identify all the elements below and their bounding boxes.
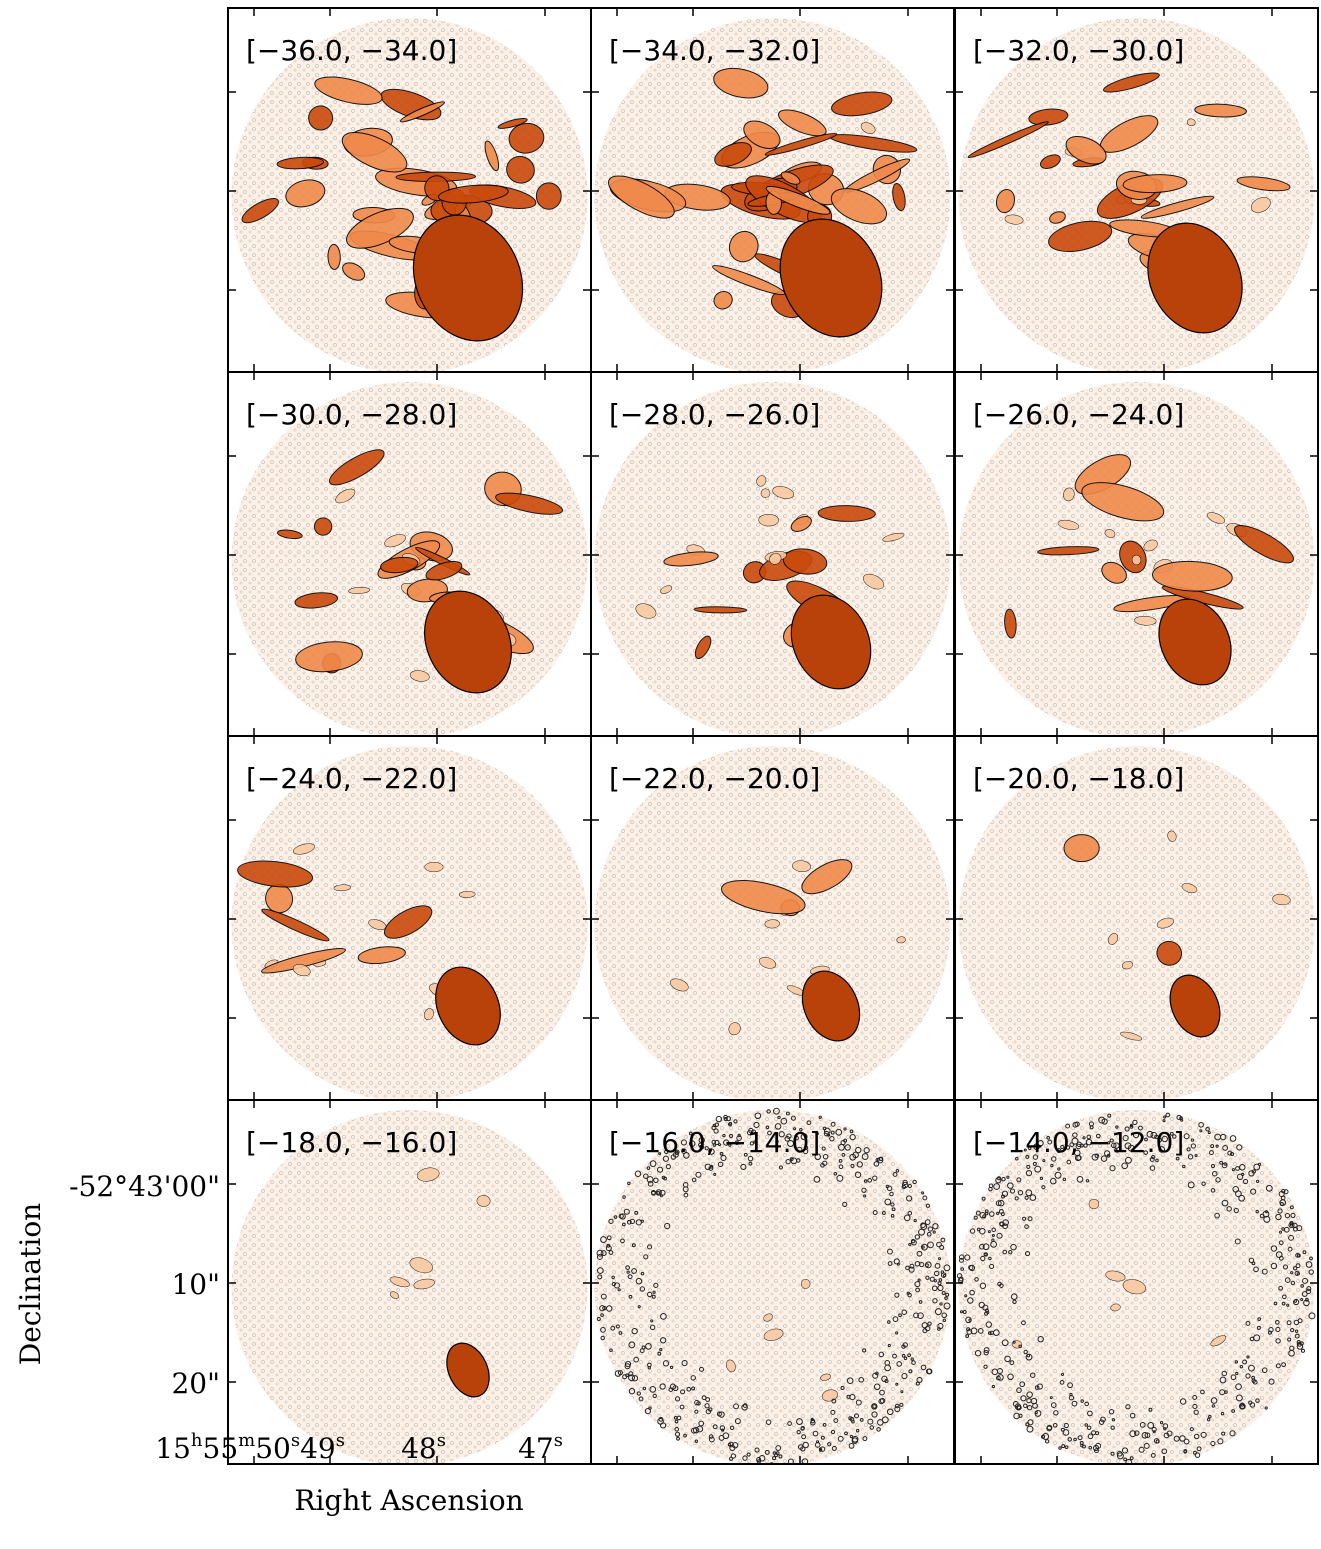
x-tick-label-part: 55 bbox=[203, 1432, 239, 1465]
y-tick-label: 10" bbox=[171, 1268, 220, 1301]
panel-label: [−28.0, −26.0] bbox=[609, 398, 820, 431]
panel-label: [−16.0, −14.0] bbox=[609, 1126, 820, 1159]
map-footprint bbox=[232, 18, 588, 374]
panel-label: [−20.0, −18.0] bbox=[973, 762, 1184, 795]
emission bbox=[761, 489, 770, 498]
panel bbox=[595, 18, 951, 374]
x-tick-label-part: m bbox=[238, 1430, 255, 1451]
panel bbox=[595, 1108, 951, 1468]
panel bbox=[959, 18, 1315, 374]
map-footprint bbox=[959, 746, 1315, 1102]
panel-label: [−34.0, −32.0] bbox=[609, 34, 820, 67]
emission bbox=[896, 936, 905, 943]
panel-label: [−30.0, −28.0] bbox=[246, 398, 457, 431]
emission bbox=[694, 606, 747, 613]
x-tick-label-part: 47 bbox=[518, 1432, 554, 1465]
panel-label: [−32.0, −30.0] bbox=[973, 34, 1184, 67]
x-tick-label-part: 48 bbox=[401, 1432, 437, 1465]
emission bbox=[328, 244, 341, 270]
map-footprint bbox=[595, 1110, 951, 1466]
panel-label: [−26.0, −24.0] bbox=[973, 398, 1184, 431]
map-footprint bbox=[232, 1110, 588, 1466]
y-axis-label: Declination bbox=[14, 1203, 47, 1365]
emission bbox=[759, 514, 779, 526]
y-tick-label: -52°43'00" bbox=[69, 1170, 220, 1203]
panel bbox=[232, 18, 588, 374]
panel bbox=[232, 746, 588, 1102]
x-tick-label: 15h55m50s49s bbox=[155, 1430, 345, 1465]
panel-label: [−18.0, −16.0] bbox=[246, 1126, 457, 1159]
x-tick-label-part: 15 bbox=[155, 1432, 191, 1465]
x-tick-label-part: h bbox=[191, 1430, 203, 1451]
panel-label: [−14.0, −12.0] bbox=[973, 1126, 1184, 1159]
panel bbox=[595, 746, 951, 1102]
x-tick-label-part: 49 bbox=[300, 1432, 336, 1465]
x-tick-label: 47s bbox=[518, 1430, 563, 1465]
x-axis-label: Right Ascension bbox=[294, 1484, 523, 1517]
panel-label: [−24.0, −22.0] bbox=[246, 762, 457, 795]
emission bbox=[425, 862, 444, 872]
panel-label: [−36.0, −34.0] bbox=[246, 34, 457, 67]
emission bbox=[1187, 118, 1196, 126]
panel bbox=[959, 382, 1315, 738]
x-tick-label-part: 50 bbox=[255, 1432, 291, 1465]
x-tick-label-part: s bbox=[291, 1430, 300, 1451]
emission bbox=[536, 182, 562, 209]
y-tick-label: 20" bbox=[171, 1367, 220, 1400]
figure: Right Ascension Declination [−36.0, −34.… bbox=[0, 0, 1321, 1549]
panel bbox=[959, 746, 1315, 1102]
panel bbox=[232, 382, 588, 738]
x-tick-label-part: s bbox=[336, 1430, 345, 1451]
x-tick-label-part: s bbox=[437, 1430, 446, 1451]
panel bbox=[957, 1110, 1315, 1466]
panel-label: [−22.0, −20.0] bbox=[609, 762, 820, 795]
emission bbox=[1064, 834, 1100, 862]
panel bbox=[595, 382, 951, 738]
x-tick-label-part: s bbox=[554, 1430, 563, 1451]
panel bbox=[232, 1110, 588, 1466]
